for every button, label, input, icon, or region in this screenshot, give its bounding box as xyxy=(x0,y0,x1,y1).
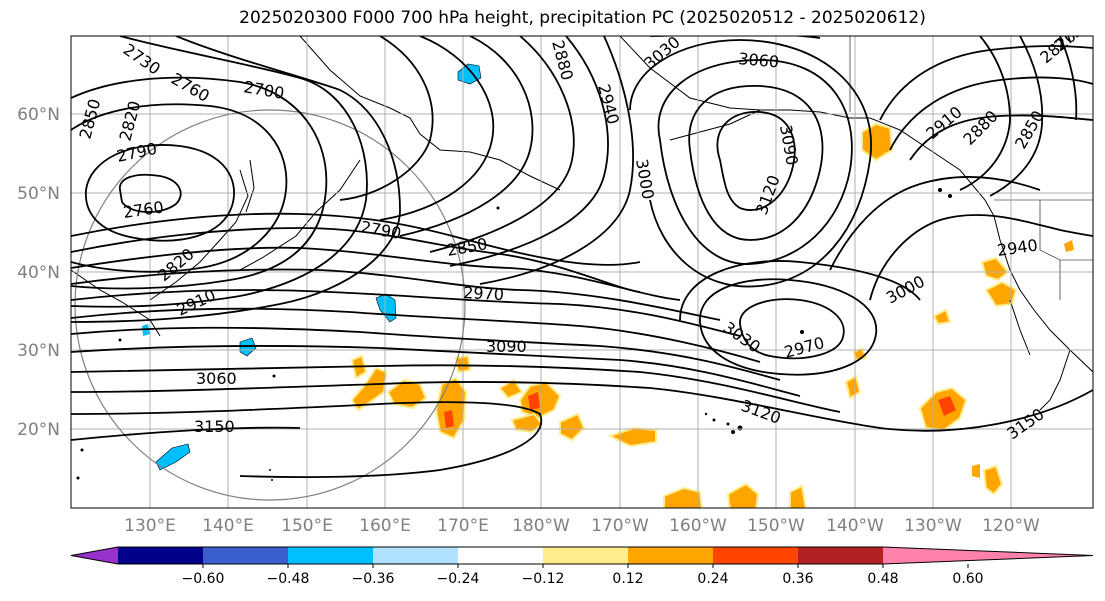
coastline-aleutians xyxy=(669,109,761,141)
contour-label: 3150 xyxy=(194,417,235,436)
positive-precip-area xyxy=(444,410,454,428)
positive-precip-area xyxy=(510,412,544,434)
lat-label: 20°N xyxy=(17,420,60,440)
coastline-china xyxy=(71,269,161,337)
coastline-baja xyxy=(1009,299,1031,356)
coastline-kamchatka xyxy=(239,159,361,271)
lon-label: 150°W xyxy=(747,516,805,536)
negative-precip-area xyxy=(155,443,191,471)
colorbar-tick-label: −0.12 xyxy=(522,571,565,587)
coastline-asia xyxy=(299,36,561,191)
longitude-labels: 130°E 140°E 150°E 160°E 170°E 180°W 170°… xyxy=(124,516,1040,536)
contour-label: 3060 xyxy=(738,49,780,71)
coastlines xyxy=(71,36,1093,411)
colorbar-tick-label: 0.60 xyxy=(952,571,983,587)
colorbar-segment xyxy=(458,547,543,564)
colorbar-segment xyxy=(203,547,288,564)
lat-label: 30°N xyxy=(17,341,60,361)
height-contours xyxy=(71,36,1093,479)
lon-label: 130°W xyxy=(904,516,962,536)
lat-label: 40°N xyxy=(17,263,60,283)
colorbar-segment xyxy=(713,547,798,564)
contour-label: 3060 xyxy=(196,369,237,388)
precip-anomaly-fills xyxy=(142,63,1074,508)
lon-label: 120°W xyxy=(982,516,1040,536)
positive-precip-area xyxy=(844,374,862,400)
colorbar-tick-label: 0.36 xyxy=(782,571,813,587)
colorbar-tick-label: −0.60 xyxy=(182,571,225,587)
colorbar-tick-label: −0.36 xyxy=(352,571,395,587)
colorbar-tick-label: −0.24 xyxy=(437,571,480,587)
coastline-alaska xyxy=(619,36,995,217)
coastline-mexico xyxy=(1039,349,1071,411)
colorbar-segment xyxy=(798,547,883,564)
positive-precip-area xyxy=(982,464,1004,496)
colorbar-tick-label: 0.12 xyxy=(612,571,643,587)
lat-label: 60°N xyxy=(17,105,60,125)
map-title: 2025020300 F000 700 hPa height, precipit… xyxy=(239,8,926,28)
colorbar-segment xyxy=(118,547,203,564)
positive-precip-area xyxy=(932,308,952,326)
lon-label: 160°E xyxy=(359,516,411,536)
coastline-japan xyxy=(149,169,249,301)
lon-label: 180°W xyxy=(512,516,570,536)
lon-label: 140°W xyxy=(826,516,884,536)
positive-precip-area xyxy=(726,482,760,508)
coastline-north-america xyxy=(993,215,1093,373)
colorbar-segment xyxy=(373,547,458,564)
contour-label: 3090 xyxy=(486,337,527,356)
positive-precip-area xyxy=(972,464,980,478)
positive-precip-area xyxy=(1064,240,1074,252)
positive-precip-area xyxy=(789,484,807,508)
lon-label: 160°W xyxy=(669,516,727,536)
positive-precip-area xyxy=(528,392,540,410)
lon-label: 130°E xyxy=(124,516,176,536)
colorbar-extend-max xyxy=(883,547,1093,564)
negative-precip-area xyxy=(457,63,482,85)
colorbar-segment xyxy=(543,547,628,564)
colorbar-outline xyxy=(70,546,1094,565)
colorbar-tick-label: −0.48 xyxy=(267,571,310,587)
colorbar-extend-min xyxy=(71,547,118,564)
lat-label: 50°N xyxy=(17,184,60,204)
map-border xyxy=(70,35,1094,509)
colorbar-tick-label: 0.48 xyxy=(867,571,898,587)
contour-label: 2970 xyxy=(463,283,505,304)
latitude-labels: 60°N 50°N 40°N 30°N 20°N xyxy=(17,105,60,440)
colorbar-segment xyxy=(628,547,713,564)
lon-label: 170°E xyxy=(437,516,489,536)
positive-precip-area xyxy=(980,256,1010,282)
colorbar-tick-label: 0.24 xyxy=(697,571,728,587)
positive-precip-area xyxy=(938,396,956,416)
positive-precip-area xyxy=(984,280,1018,308)
lon-label: 150°E xyxy=(281,516,333,536)
positive-precip-area xyxy=(559,412,586,442)
reference-circle xyxy=(74,109,466,501)
colorbar-segment xyxy=(288,547,373,564)
colorbar: −0.60 −0.48 −0.36 −0.24 −0.12 0.12 0.24 0.36 0.4… xyxy=(70,546,1094,587)
lon-label: 170°W xyxy=(591,516,649,536)
coastline-sakhalin xyxy=(245,159,255,213)
lon-label: 140°E xyxy=(202,516,254,536)
